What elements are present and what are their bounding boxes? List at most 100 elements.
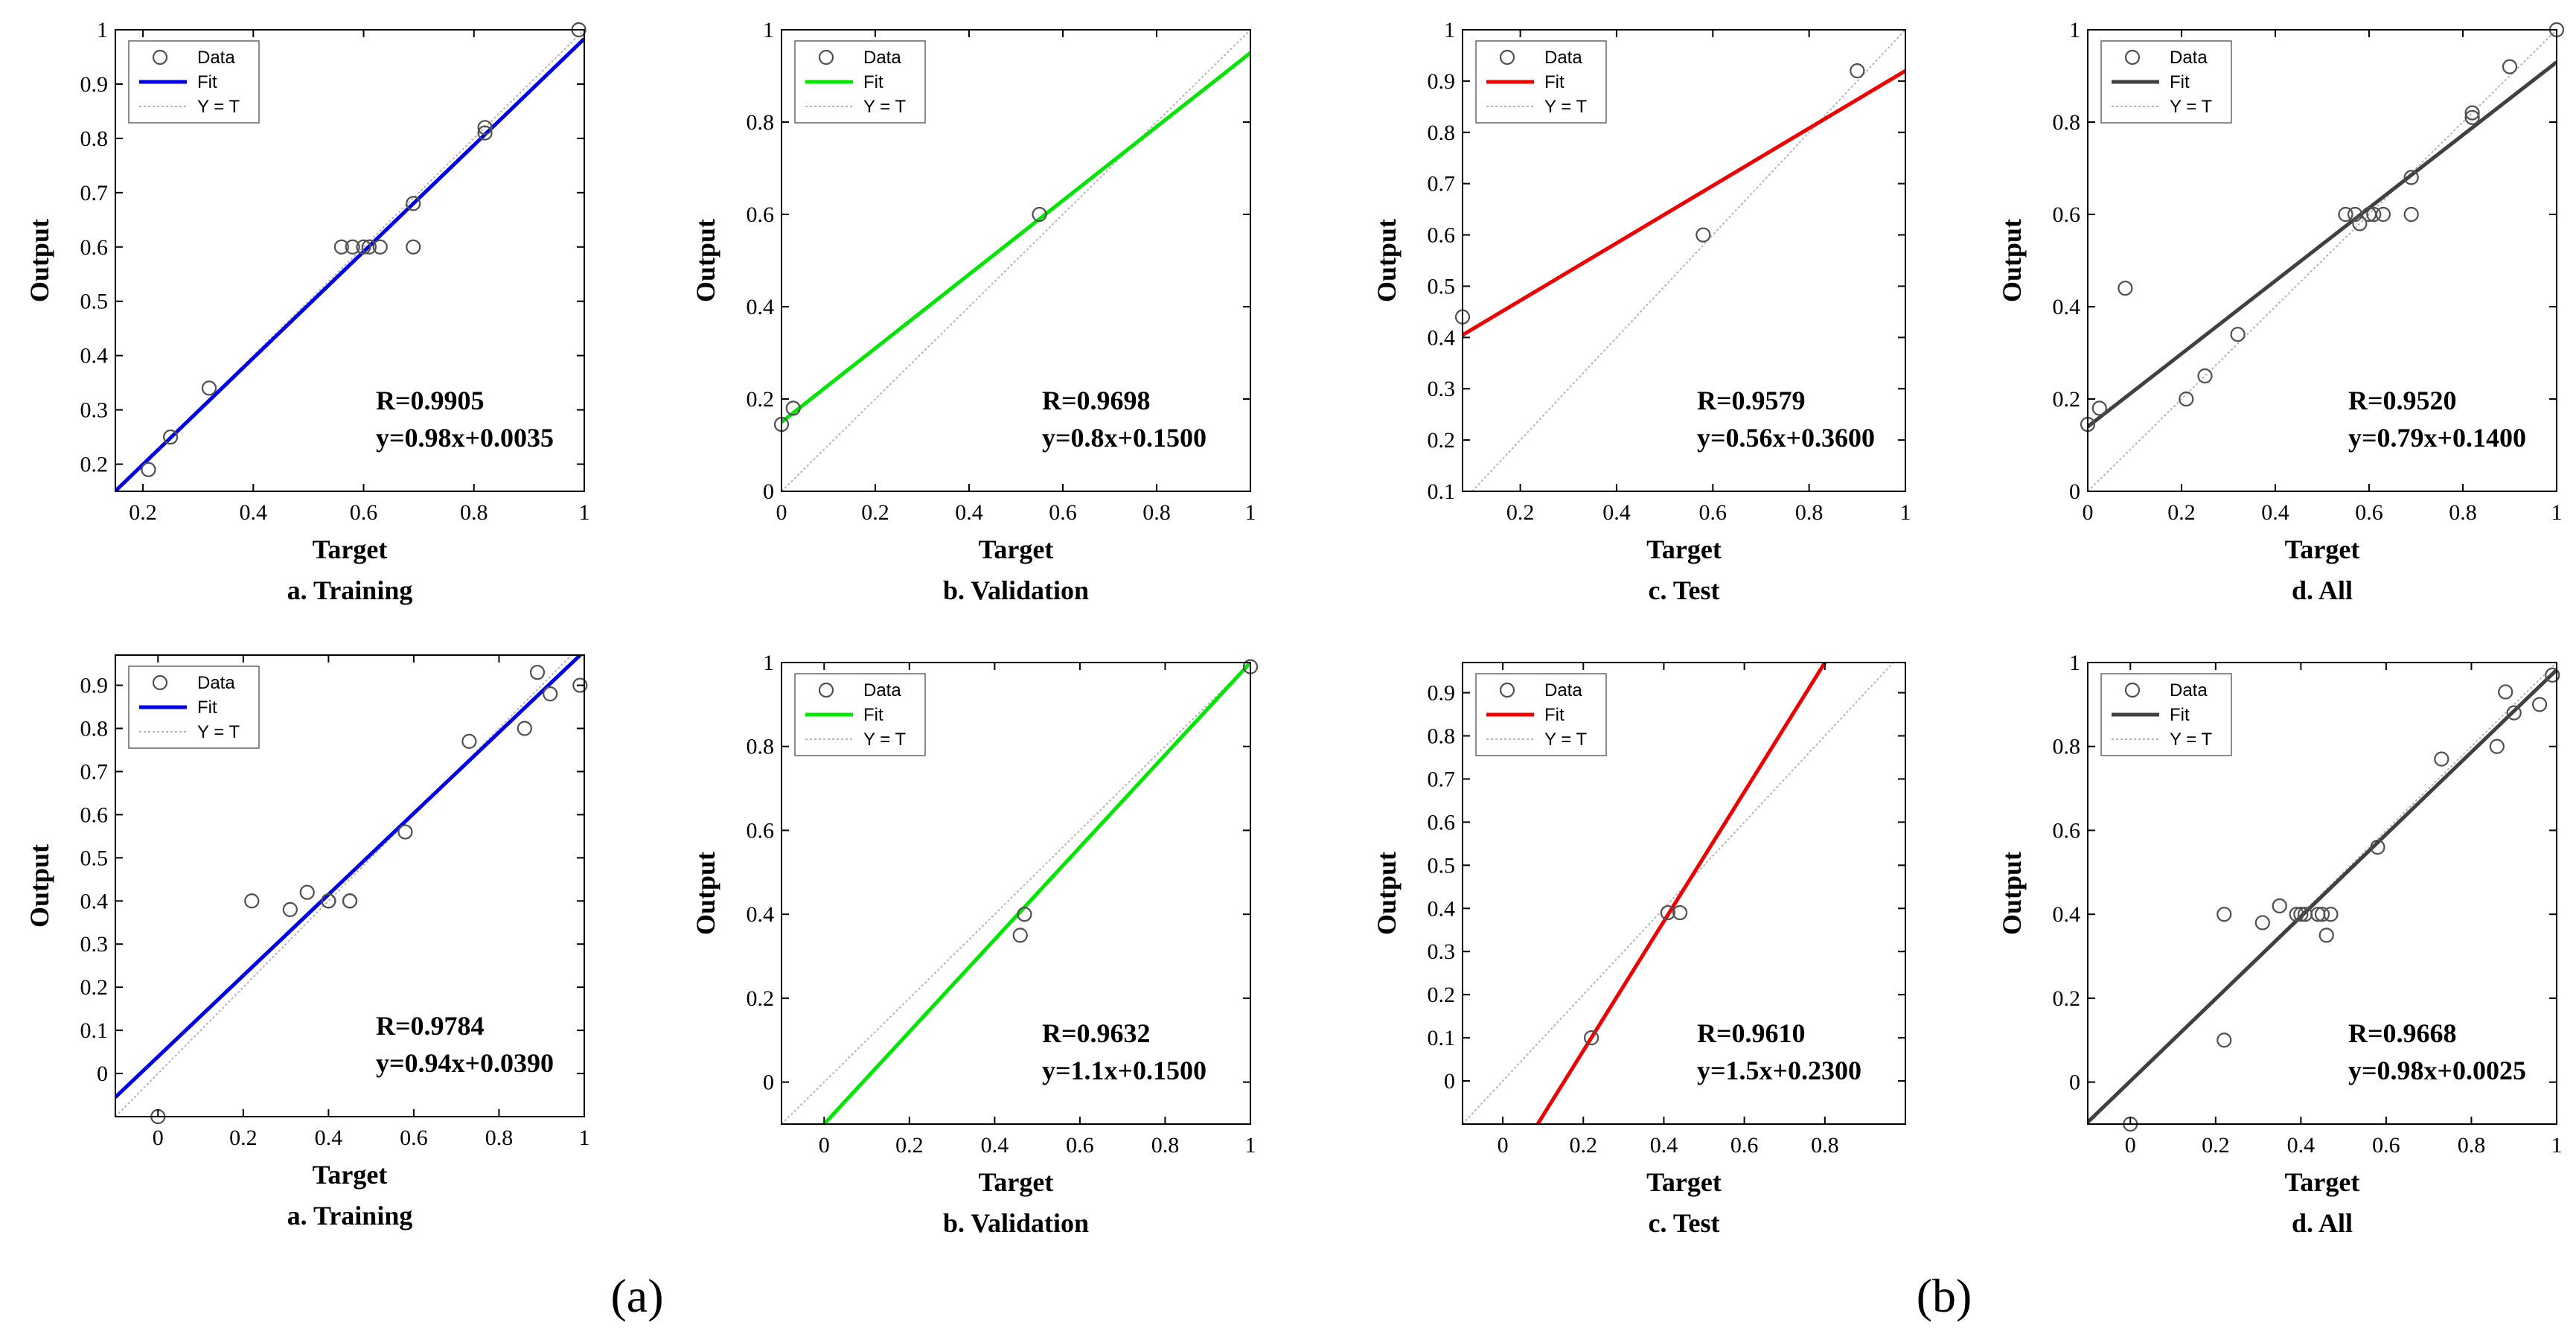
- r-value: R=0.9784: [376, 1011, 485, 1041]
- data-point-13: [2403, 170, 2419, 185]
- data-point-15: [2498, 684, 2513, 700]
- data-point-11: [529, 665, 546, 680]
- y-tick-label: 0.4: [747, 295, 775, 319]
- x-tick-label: 0.4: [1602, 500, 1631, 525]
- x-tick-label: 0.6: [1049, 500, 1077, 525]
- legend-ref-label: Y = T: [863, 97, 906, 117]
- x-tick-label: 0.4: [955, 500, 983, 525]
- fit-line: [821, 663, 1250, 1124]
- data-point-16: [2502, 59, 2518, 74]
- y-tick-label: 0.5: [1428, 274, 1456, 299]
- data-point-15: [2464, 105, 2480, 121]
- y-tick-label: 0.7: [80, 759, 109, 784]
- x-tick-label: 0.6: [1730, 1133, 1759, 1158]
- y-tick-label: 0.8: [80, 717, 109, 741]
- data-point-12: [2403, 206, 2419, 223]
- y-tick-label: 0.2: [1428, 428, 1456, 453]
- y-tick-label: 0.4: [2053, 902, 2081, 927]
- data-point-11: [2375, 206, 2391, 223]
- reference-line: [1471, 30, 1905, 491]
- data-point-5: [356, 239, 371, 255]
- r-value: R=0.9668: [2348, 1018, 2457, 1048]
- y-tick-label: 0.4: [1428, 896, 1456, 921]
- x-tick-label: 1: [2551, 1133, 2563, 1158]
- y-tick-label: 0.7: [80, 181, 109, 205]
- data-point-3: [333, 239, 349, 255]
- data-point-3: [299, 884, 315, 900]
- y-axis-label: Output: [1372, 219, 1402, 302]
- fit-line: [2088, 668, 2557, 1124]
- x-axis-label: Target: [979, 534, 1054, 564]
- data-point-2: [282, 901, 298, 917]
- x-tick-label: 0.2: [1506, 500, 1535, 525]
- x-tick-label: 0.8: [1811, 1133, 1839, 1158]
- y-axis-label: Output: [1997, 219, 2027, 302]
- x-tick-label: 0: [2083, 500, 2094, 525]
- legend-data-label: Data: [1544, 48, 1582, 68]
- x-tick-label: 1: [2551, 500, 2563, 525]
- data-point-7: [342, 893, 358, 909]
- panel-caption: d. All: [2292, 1208, 2353, 1238]
- axes-frame: [781, 662, 1251, 1125]
- x-tick-label: 0: [776, 500, 787, 525]
- data-point-4: [345, 239, 360, 255]
- y-tick-label: 0.2: [80, 453, 109, 477]
- data-point-10: [477, 125, 493, 141]
- y-tick-label: 0.8: [80, 127, 109, 151]
- y-tick-label: 0.4: [80, 344, 109, 368]
- data-point-3: [2179, 391, 2194, 407]
- data-point-12: [2370, 839, 2385, 855]
- axes-frame: [781, 29, 1251, 492]
- legend-data-marker: [818, 49, 834, 66]
- x-axis-label: Target: [313, 534, 388, 564]
- r-value: R=0.9610: [1697, 1018, 1806, 1048]
- fit-line: [2088, 60, 2557, 429]
- legend-ref-label: Y = T: [197, 97, 240, 117]
- data-point-1: [2091, 400, 2107, 416]
- data-point-17: [2531, 697, 2548, 712]
- y-tick-label: 0.7: [1428, 172, 1456, 197]
- x-tick-label: 0.6: [350, 500, 378, 525]
- panel-b-test: 0 0.2 0.4 0.6 0.8 0 0.1 0.2 0.3 0.4 0.5 0.6 0.7 0.8 0.…: [1372, 662, 1906, 1238]
- panel-b-all: 0 0.2 0.4 0.6 0.8 1 0 0.2 0.4 0.6 0.8 1 Target Output…: [1997, 651, 2563, 1238]
- r-value: R=0.9632: [1042, 1018, 1151, 1048]
- y-tick-label: 0.8: [747, 735, 775, 759]
- r-value: R=0.9698: [1042, 386, 1151, 415]
- x-tick-label: 0.6: [2372, 1133, 2400, 1158]
- y-tick-label: 0.9: [1428, 69, 1456, 94]
- group-label-b: (b): [1917, 1269, 1972, 1322]
- data-point-0: [141, 462, 156, 477]
- x-tick-label: 0.8: [2458, 1133, 2486, 1158]
- legend-data-label: Data: [863, 48, 901, 68]
- x-tick-label: 0: [2125, 1133, 2136, 1158]
- y-tick-label: 0.2: [80, 975, 109, 1000]
- r-value: R=0.9905: [376, 386, 485, 415]
- data-point-1: [163, 429, 179, 445]
- panel-a-training: 0.2 0.4 0.6 0.8 1 0.2 0.3 0.4 0.5 0.6 0.7 0.8 0.9 1 Ta…: [25, 18, 590, 605]
- x-tick-label: 0.8: [485, 1126, 514, 1150]
- y-tick-label: 0.2: [2053, 986, 2081, 1011]
- y-tick-label: 0.2: [747, 387, 775, 412]
- legend-fit-label: Fit: [1544, 72, 1565, 92]
- x-tick-label: 1: [1900, 500, 1911, 525]
- legend-data-marker: [818, 682, 834, 698]
- y-tick-label: 0.6: [80, 235, 109, 260]
- data-point-5: [2230, 327, 2246, 342]
- y-tick-label: 0: [2069, 479, 2080, 504]
- y-tick-label: 1: [763, 18, 774, 42]
- panel-caption: d. All: [2292, 575, 2353, 605]
- x-tick-label: 0: [153, 1126, 164, 1150]
- y-tick-label: 0.9: [1428, 681, 1456, 706]
- y-tick-label: 0.5: [1428, 853, 1456, 878]
- legend-ref-label: Y = T: [863, 730, 906, 750]
- data-point-6: [2293, 907, 2309, 922]
- y-tick-label: 0.8: [2053, 110, 2081, 135]
- x-tick-label: 0.8: [1142, 500, 1171, 525]
- y-tick-label: 0: [1444, 1069, 1455, 1094]
- x-tick-label: 0.2: [129, 500, 157, 525]
- data-point-6: [361, 239, 377, 255]
- y-tick-label: 0.3: [80, 398, 109, 423]
- y-axis-label: Output: [1372, 852, 1402, 935]
- fit-line: [1463, 68, 1905, 337]
- data-point-0: [1012, 928, 1028, 943]
